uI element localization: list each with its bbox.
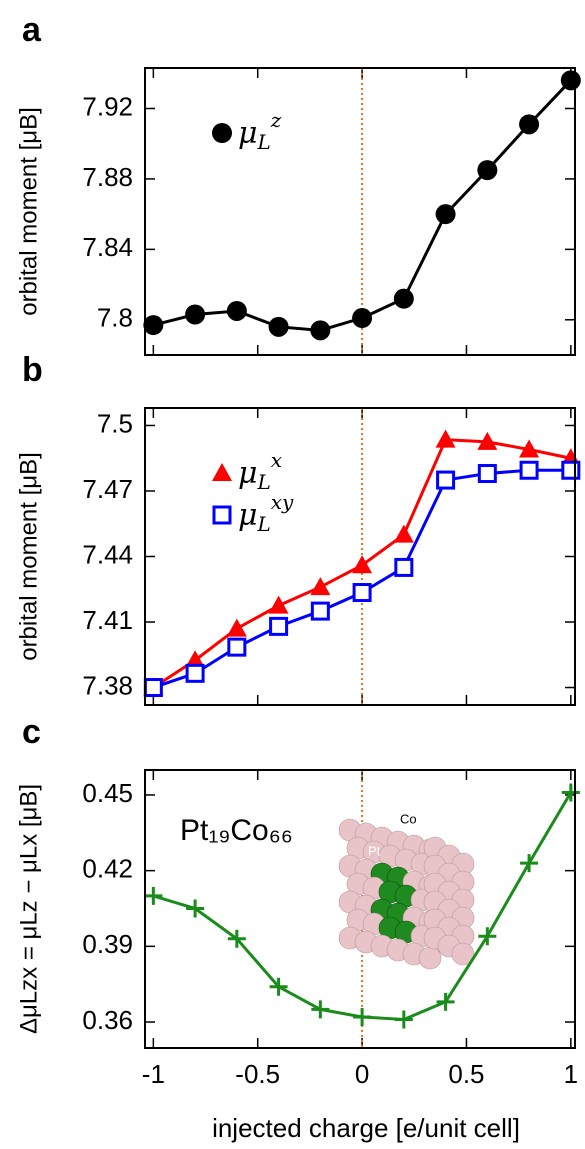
marker — [561, 460, 581, 480]
y-axis-label: ΔμLzx = μLz − μLx [μB] — [15, 784, 42, 1034]
marker — [144, 886, 163, 905]
inset-label: Pt — [368, 843, 381, 858]
legend-marker — [212, 505, 232, 525]
marker — [435, 429, 456, 448]
y-tick-label: 7.88 — [82, 162, 133, 192]
legend-label: μLz — [238, 108, 282, 154]
marker — [185, 304, 206, 325]
cluster-inset — [338, 818, 475, 970]
y-tick-label: 7.8 — [97, 303, 133, 333]
marker — [226, 618, 247, 637]
marker — [477, 431, 498, 450]
y-tick-label: 7.41 — [82, 605, 133, 635]
legend-label: μLxy — [238, 490, 294, 536]
x-tick-label: 0 — [355, 1059, 369, 1089]
marker — [269, 616, 289, 636]
y-tick-label: 0.42 — [82, 854, 133, 884]
legend-label: μLx — [238, 448, 282, 494]
marker — [393, 524, 414, 543]
marker — [477, 160, 498, 181]
annotation: Pt₁₉Co₆₆ — [180, 814, 293, 847]
x-axis-label: injected charge [e/unit cell] — [212, 1113, 520, 1143]
y-tick-label: 0.45 — [82, 778, 133, 808]
marker — [520, 854, 539, 873]
y-tick-label: 0.36 — [82, 1005, 133, 1035]
plot-frame — [144, 769, 576, 1049]
marker — [227, 637, 247, 657]
marker — [560, 70, 581, 91]
marker — [478, 927, 497, 946]
inset-label: Co — [400, 811, 417, 826]
x-tick-label: 0.5 — [448, 1059, 484, 1089]
y-tick-label: 7.44 — [82, 539, 133, 569]
marker — [268, 316, 289, 337]
marker — [269, 977, 288, 996]
marker — [185, 650, 206, 669]
panel-letter: b — [22, 351, 43, 389]
legend-marker — [212, 123, 232, 143]
marker — [311, 1000, 330, 1019]
panel-letter: c — [22, 713, 41, 751]
x-tick-label: 1 — [564, 1059, 578, 1089]
y-tick-label: 7.38 — [82, 670, 133, 700]
x-tick-label: -0.5 — [235, 1059, 280, 1089]
marker — [352, 583, 372, 603]
marker — [226, 300, 247, 321]
marker — [268, 595, 289, 614]
marker — [477, 464, 497, 484]
y-tick-label: 7.5 — [97, 408, 133, 438]
y-tick-label: 7.84 — [82, 232, 133, 262]
y-axis-label: orbital moment [μB] — [15, 107, 42, 316]
plot-frame — [144, 67, 576, 356]
marker — [393, 288, 414, 309]
y-tick-label: 7.92 — [82, 91, 133, 121]
marker — [435, 204, 456, 225]
marker — [143, 315, 164, 336]
marker — [394, 1010, 413, 1029]
marker — [352, 555, 373, 574]
marker — [185, 663, 205, 683]
marker — [519, 460, 539, 480]
marker — [186, 899, 205, 918]
series-line — [152, 79, 572, 332]
x-tick-label: -1 — [142, 1059, 165, 1089]
plot-frame — [144, 407, 576, 706]
atom — [451, 942, 475, 966]
y-axis-label: orbital moment [μB] — [15, 452, 42, 661]
marker — [394, 557, 414, 577]
marker — [143, 678, 163, 698]
marker — [352, 308, 373, 329]
marker — [561, 783, 580, 802]
marker — [310, 320, 331, 341]
marker — [519, 439, 540, 458]
marker — [310, 601, 330, 621]
legend-marker — [212, 463, 232, 481]
y-tick-label: 7.47 — [82, 474, 133, 504]
marker — [436, 470, 456, 490]
panel-letter: a — [22, 11, 42, 49]
atom — [418, 946, 442, 970]
marker — [436, 992, 455, 1011]
marker — [310, 577, 331, 596]
marker — [227, 929, 246, 948]
marker — [353, 1007, 372, 1026]
y-tick-label: 0.39 — [82, 929, 133, 959]
marker — [519, 114, 540, 135]
